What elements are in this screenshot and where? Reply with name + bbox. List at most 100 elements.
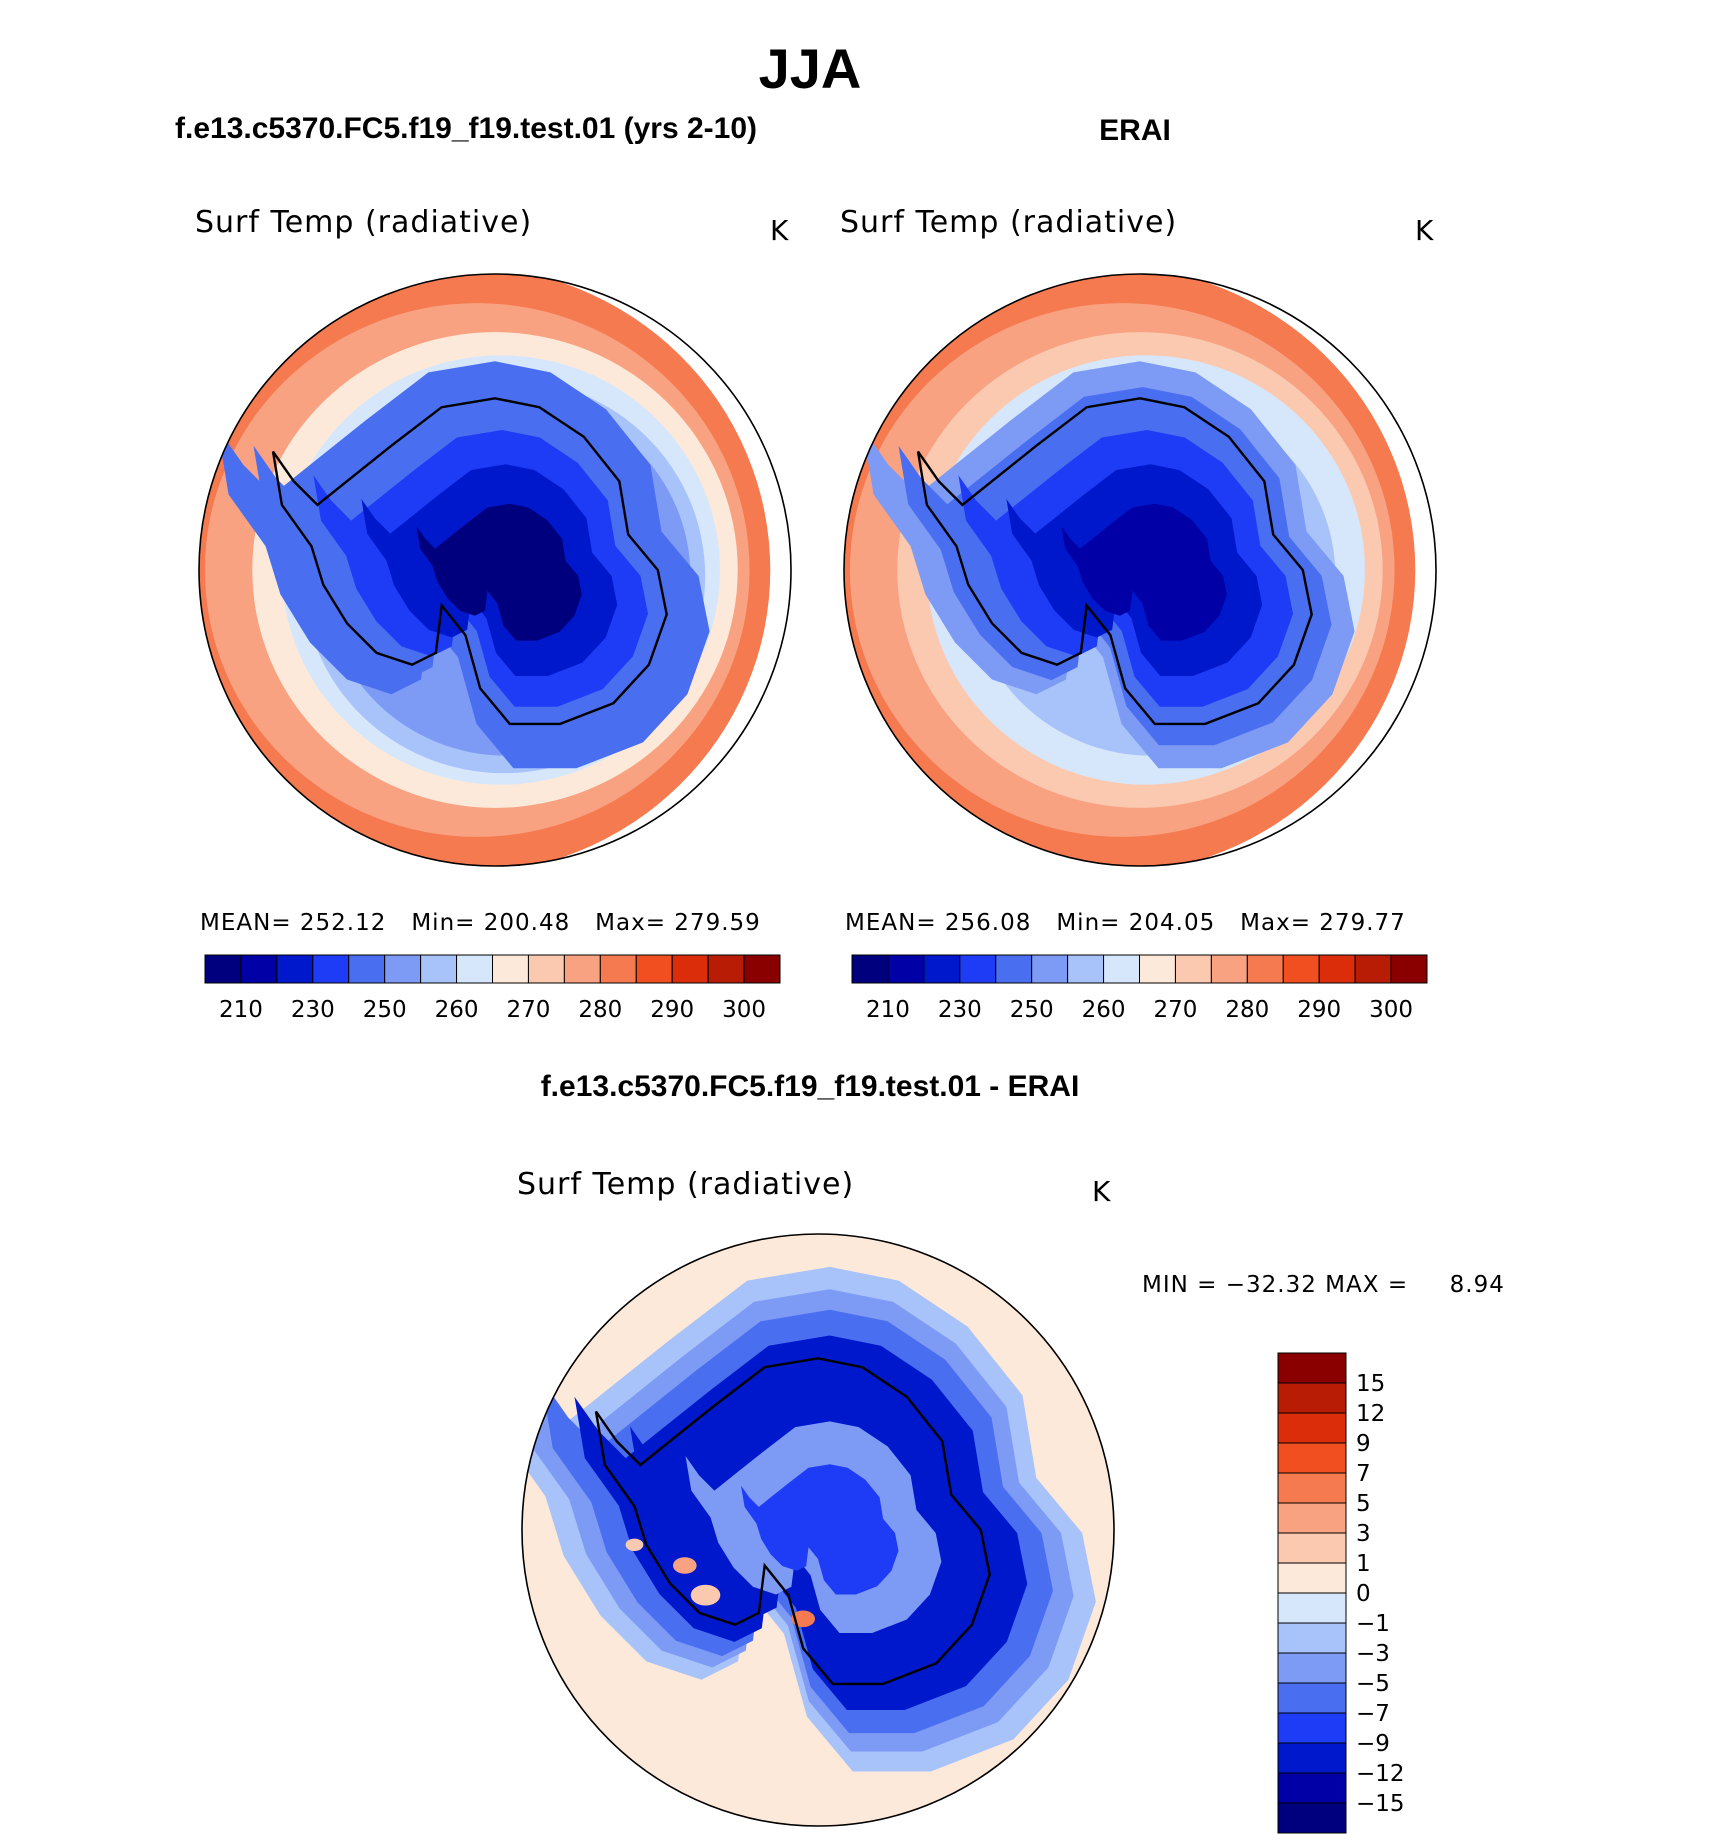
- colorbar-box: [563, 954, 601, 984]
- colorbar-tick-label: 270: [1153, 997, 1197, 1023]
- colorbar-box: [492, 954, 529, 984]
- colorbar-tick-label: −7: [1356, 1701, 1390, 1727]
- colorbar-box: [599, 954, 637, 984]
- diff-stats: MIN = −32.32 MAX = 8.94: [1142, 1272, 1505, 1298]
- colorbar-box: [1277, 1532, 1347, 1564]
- coastline: [271, 397, 668, 726]
- colorbar-box: [851, 954, 889, 984]
- colorbar-box: [1282, 954, 1320, 984]
- colorbar-tick-label: 250: [363, 997, 407, 1023]
- colorbar-box: [240, 954, 278, 984]
- obs-colorbar: 210 230 250 260 270 280 290 300: [851, 954, 1428, 1023]
- colorbar-tick-label: 1: [1356, 1551, 1371, 1577]
- colorbar-box: [1277, 1802, 1347, 1834]
- colorbar-box: [923, 954, 961, 984]
- diff-map: [521, 1233, 1115, 1827]
- obs-min-value: 204.05: [1128, 910, 1216, 936]
- colorbar-box: [1277, 1352, 1347, 1384]
- contour-band: [625, 1538, 644, 1552]
- coastline: [594, 1357, 991, 1686]
- model-min-value: 200.48: [483, 910, 571, 936]
- colorbar-tick-label: 5: [1356, 1491, 1371, 1517]
- colorbar-tick-label: 210: [866, 997, 910, 1023]
- colorbar-box: [1277, 1412, 1347, 1444]
- obs-max-label: Max=: [1240, 910, 1311, 936]
- contour-band: [690, 1584, 721, 1606]
- colorbar-box: [1277, 1622, 1347, 1654]
- coastline: [916, 397, 1313, 726]
- model-min-label: Min=: [411, 910, 476, 936]
- colorbar-tick-label: −12: [1356, 1761, 1405, 1787]
- model-mean-value: 252.12: [299, 910, 387, 936]
- figure-title: JJA: [758, 37, 862, 100]
- model-max-label: Max=: [595, 910, 666, 936]
- colorbar-box: [1246, 954, 1284, 984]
- colorbar-box: [420, 954, 458, 984]
- diff-max-label: MAX =: [1325, 1272, 1409, 1298]
- colorbar-box: [743, 954, 781, 984]
- colorbar-tick-label: 300: [1369, 997, 1413, 1023]
- obs-variable-label: Surf Temp (radiative): [840, 205, 1178, 240]
- colorbar-tick-label: −3: [1356, 1641, 1390, 1667]
- colorbar-box: [312, 954, 350, 984]
- colorbar-tick-label: 3: [1356, 1521, 1371, 1547]
- colorbar-box: [1277, 1772, 1347, 1804]
- colorbar-tick-label: 250: [1010, 997, 1054, 1023]
- colorbar-tick-label: 290: [1297, 997, 1341, 1023]
- colorbar-tick-label: 230: [938, 997, 982, 1023]
- obs-units-label: K: [1415, 214, 1434, 247]
- model-panel-title: f.e13.c5370.FC5.f19_f19.test.01 (yrs 2-1…: [175, 112, 758, 145]
- obs-min-label: Min=: [1056, 910, 1121, 936]
- colorbar-box: [671, 954, 709, 984]
- colorbar-box: [1390, 954, 1428, 984]
- obs-stats: MEAN= 256.08 Min= 204.05 Max= 279.77: [845, 910, 1406, 936]
- colorbar-box: [1277, 1382, 1347, 1414]
- contour-band: [1061, 503, 1227, 641]
- colorbar-tick-label: 7: [1356, 1461, 1371, 1487]
- colorbar-tick-label: 9: [1356, 1431, 1371, 1457]
- colorbar-box: [1318, 954, 1356, 984]
- colorbar-tick-label: 280: [1225, 997, 1269, 1023]
- diff-colorbar: 15 12 9 7 5 3 1 0 −1 −3 −5 −7 −9 −12 −15: [1277, 1352, 1405, 1834]
- diff-min-value: −32.32: [1225, 1272, 1317, 1298]
- colorbar-tick-label: −5: [1356, 1671, 1390, 1697]
- colorbar-box: [384, 954, 422, 984]
- colorbar-tick-label: 210: [219, 997, 263, 1023]
- colorbar-box: [1277, 1592, 1347, 1624]
- colorbar-tick-label: 290: [650, 997, 694, 1023]
- colorbar-box: [1354, 954, 1392, 984]
- model-colorbar: 210 230 250 260 270 280 290 300: [204, 954, 781, 1023]
- colorbar-box: [1277, 1652, 1347, 1684]
- colorbar-box: [527, 954, 565, 984]
- map-border: [198, 273, 792, 867]
- diff-panel-title: f.e13.c5370.FC5.f19_f19.test.01 - ERAI: [540, 1070, 1080, 1103]
- colorbar-box: [348, 954, 386, 984]
- colorbar-box: [204, 954, 242, 984]
- colorbar-tick-label: 300: [722, 997, 766, 1023]
- diff-variable-label: Surf Temp (radiative): [517, 1167, 855, 1202]
- colorbar-box: [1067, 954, 1105, 984]
- colorbar-box: [1277, 1502, 1347, 1534]
- colorbar-box: [707, 954, 745, 984]
- colorbar-box: [1103, 954, 1140, 984]
- obs-mean-label: MEAN=: [845, 910, 937, 936]
- contour-band: [672, 1557, 697, 1574]
- diff-min-label: MIN =: [1142, 1272, 1218, 1298]
- colorbar-box: [1031, 954, 1069, 984]
- colorbar-box: [1210, 954, 1248, 984]
- model-units-label: K: [770, 214, 789, 247]
- model-map: [198, 273, 792, 867]
- colorbar-tick-label: 230: [291, 997, 335, 1023]
- model-max-value: 279.59: [674, 910, 761, 936]
- model-mean-label: MEAN=: [200, 910, 292, 936]
- colorbar-box: [995, 954, 1033, 984]
- map-border: [843, 273, 1437, 867]
- colorbar-tick-label: −1: [1356, 1611, 1390, 1637]
- colorbar-box: [959, 954, 997, 984]
- colorbar-tick-label: 270: [506, 997, 550, 1023]
- colorbar-tick-label: −9: [1356, 1731, 1390, 1757]
- colorbar-box: [1277, 1562, 1347, 1594]
- colorbar-box: [1139, 954, 1176, 984]
- colorbar-tick-label: 260: [435, 997, 479, 1023]
- colorbar-box: [456, 954, 493, 984]
